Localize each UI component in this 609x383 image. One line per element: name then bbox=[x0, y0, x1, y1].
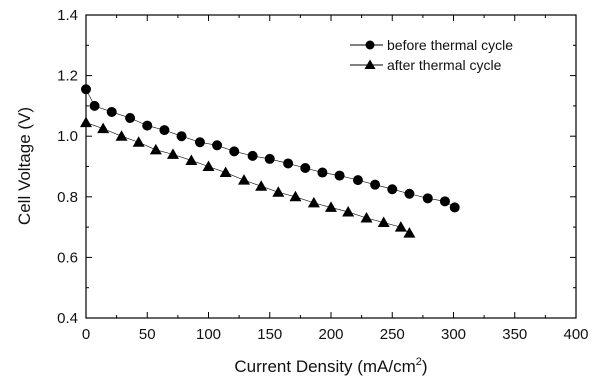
data-point-circle bbox=[300, 163, 311, 174]
data-point-triangle bbox=[97, 122, 110, 134]
y-axis-title: Cell Voltage (V) bbox=[15, 107, 34, 225]
x-axis-title-sup: 2 bbox=[416, 356, 422, 368]
data-point-triangle bbox=[307, 196, 320, 208]
x-axis-title-close: ) bbox=[422, 357, 428, 376]
data-point-circle bbox=[264, 153, 275, 164]
x-tick-label: 250 bbox=[380, 326, 405, 343]
series-group bbox=[80, 84, 460, 238]
data-point-triangle bbox=[202, 160, 215, 171]
data-point-triangle bbox=[272, 186, 285, 197]
data-point-circle bbox=[439, 196, 450, 207]
y-tick-label: 1.0 bbox=[57, 128, 78, 145]
data-point-triangle bbox=[149, 143, 162, 155]
data-point-circle bbox=[283, 158, 294, 169]
data-point-circle bbox=[404, 188, 415, 199]
data-point-triangle bbox=[238, 174, 251, 185]
x-tick-label: 300 bbox=[441, 326, 466, 343]
y-tick-label: 1.2 bbox=[57, 68, 78, 85]
x-axis-title-main: Current Density (mA/cm bbox=[234, 357, 415, 376]
x-tick-label: 200 bbox=[318, 326, 343, 343]
x-tick-label: 350 bbox=[502, 326, 527, 343]
series-after bbox=[80, 116, 416, 238]
data-point-triangle bbox=[166, 148, 179, 159]
y-tick-label: 0.4 bbox=[57, 310, 78, 327]
data-point-circle bbox=[106, 106, 117, 117]
y-tick-label: 0.6 bbox=[57, 249, 78, 266]
x-tick-label: 150 bbox=[257, 326, 282, 343]
data-point-circle bbox=[194, 137, 205, 148]
data-point-triangle bbox=[377, 216, 390, 228]
legend: before thermal cycle after thermal cycle bbox=[350, 37, 513, 73]
x-tick-label: 0 bbox=[82, 326, 90, 343]
x-tick-label: 400 bbox=[563, 326, 588, 343]
axes-ticks: 0 50 100 150 200 250 300 350 400 0.4 0.6 0.8 1.0 1.2 1… bbox=[57, 7, 588, 343]
data-point-triangle bbox=[80, 116, 92, 128]
data-point-circle bbox=[159, 125, 170, 136]
data-point-triangle bbox=[289, 190, 302, 202]
data-point-triangle bbox=[360, 212, 373, 223]
plot-frame bbox=[85, 14, 577, 319]
data-point-circle bbox=[81, 84, 91, 95]
data-point-circle bbox=[176, 131, 187, 142]
data-point-triangle bbox=[342, 205, 355, 217]
data-point-circle bbox=[317, 167, 328, 178]
legend-label-after: after thermal cycle bbox=[387, 57, 502, 73]
data-point-triangle bbox=[403, 227, 416, 238]
y-tick-label: 1.4 bbox=[57, 7, 78, 24]
data-point-triangle bbox=[132, 136, 145, 147]
data-point-triangle bbox=[115, 130, 128, 141]
data-point-circle bbox=[247, 150, 258, 161]
x-tick-label: 50 bbox=[139, 326, 156, 343]
y-tick-label: 0.8 bbox=[57, 189, 78, 206]
data-point-triangle bbox=[394, 221, 407, 232]
x-tick-label: 100 bbox=[196, 326, 221, 343]
data-point-circle bbox=[89, 100, 100, 111]
legend-marker-before bbox=[365, 40, 375, 50]
data-point-circle bbox=[229, 146, 240, 157]
legend-label-before: before thermal cycle bbox=[387, 37, 513, 53]
data-point-triangle bbox=[255, 180, 268, 191]
data-point-triangle bbox=[325, 201, 337, 212]
data-point-circle bbox=[212, 140, 223, 151]
data-point-circle bbox=[387, 184, 398, 195]
data-point-circle bbox=[449, 202, 460, 213]
legend-marker-after bbox=[364, 59, 376, 69]
data-point-circle bbox=[125, 113, 136, 124]
data-point-triangle bbox=[219, 166, 232, 178]
data-point-circle bbox=[334, 170, 345, 181]
data-point-circle bbox=[352, 175, 363, 186]
data-point-circle bbox=[422, 193, 433, 204]
data-point-circle bbox=[142, 120, 153, 131]
data-point-triangle bbox=[185, 154, 198, 165]
x-axis-title: Current Density (mA/cm2) bbox=[234, 356, 427, 376]
series-before bbox=[81, 84, 460, 213]
data-point-circle bbox=[370, 179, 381, 190]
